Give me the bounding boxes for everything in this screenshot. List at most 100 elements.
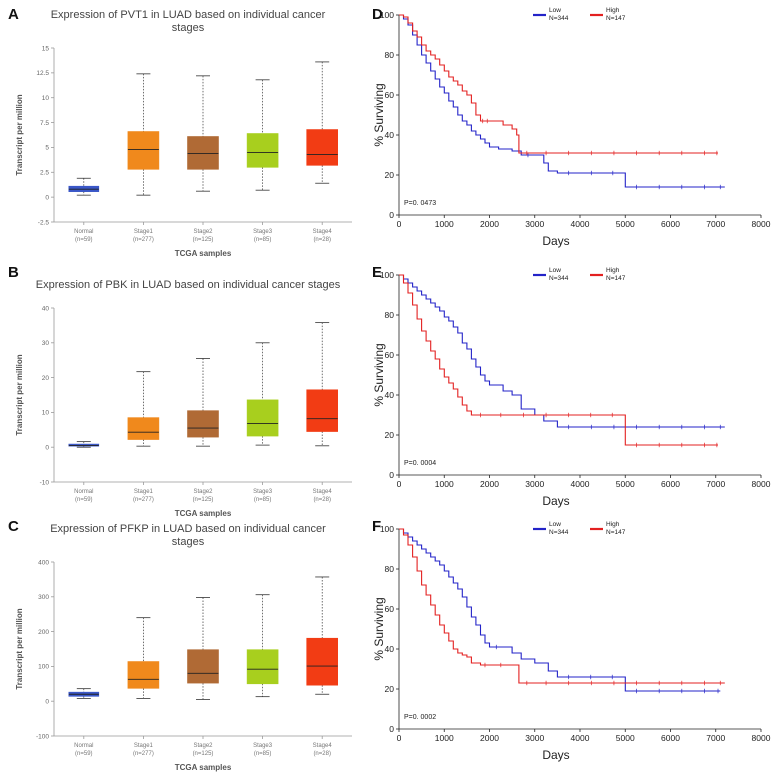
category-count: (n=125): [193, 751, 214, 757]
box-stage3: [246, 649, 279, 685]
y-tick-label: 100: [380, 270, 394, 280]
x-axis-title: Days: [542, 234, 569, 248]
x-axis-title: Days: [542, 494, 569, 508]
y-tick-label: -100: [36, 733, 49, 740]
y-tick-label: 0: [45, 699, 49, 706]
x-tick-label: 4000: [571, 219, 590, 229]
category-count: (n=59): [75, 497, 93, 503]
y-axis-title: % Surviving: [372, 83, 386, 146]
chart-title-line: Expression of PVT1 in LUAD based on indi…: [51, 9, 326, 21]
x-tick-label: 3000: [525, 733, 544, 743]
chart-title-line: Expression of PBK in LUAD based on indiv…: [36, 279, 341, 291]
category-count: (n=125): [193, 497, 214, 503]
y-tick-label: 60: [385, 90, 395, 100]
panel-label-e: E: [372, 264, 383, 281]
panel-label-a: A: [8, 6, 19, 23]
y-tick-label: 300: [38, 594, 49, 601]
x-tick-label: 7000: [706, 219, 725, 229]
legend-name-high: High: [606, 267, 620, 274]
x-tick-label: 4000: [571, 479, 590, 489]
legend-count-high: N=147: [606, 275, 626, 282]
y-axis-title: Transcript per million: [15, 94, 24, 175]
x-axis-title: TCGA samples: [175, 509, 232, 518]
category-count: (n=85): [254, 237, 272, 243]
box-stage4: [306, 389, 339, 432]
y-tick-label: 400: [38, 559, 49, 566]
chart-title-line: stages: [172, 536, 205, 548]
category-label: Stage4: [313, 229, 333, 235]
y-tick-label: 30: [42, 340, 50, 347]
x-axis-title: Days: [542, 748, 569, 762]
y-tick-label: 12.5: [36, 70, 49, 77]
x-tick-label: 4000: [571, 733, 590, 743]
y-tick-label: 5: [45, 145, 49, 152]
y-tick-label: 20: [385, 170, 395, 180]
x-tick-label: 7000: [706, 479, 725, 489]
legend-name-low: Low: [549, 7, 561, 14]
p-value-label: P=0. 0473: [404, 200, 436, 207]
category-label: Normal: [74, 229, 93, 235]
box-stage3: [246, 133, 279, 168]
category-label: Stage2: [193, 229, 213, 235]
x-tick-label: 0: [397, 479, 402, 489]
x-tick-label: 5000: [616, 733, 635, 743]
panel-label-f: F: [372, 518, 382, 535]
category-count: (n=59): [75, 237, 93, 243]
category-label: Stage2: [193, 743, 213, 749]
boxplot-panel-b: Expression of PBK in LUAD based on indiv…: [15, 279, 352, 518]
y-axis-title: Transcript per million: [15, 354, 24, 435]
p-value-label: P=0. 0002: [404, 714, 436, 721]
box-stage1: [127, 131, 160, 170]
panel-label-b: B: [8, 264, 19, 281]
panel-label-c: C: [8, 518, 19, 535]
category-count: (n=28): [313, 237, 331, 243]
y-tick-label: 20: [42, 375, 50, 382]
box-stage2: [187, 410, 219, 438]
x-tick-label: 3000: [525, 479, 544, 489]
x-tick-label: 1000: [435, 733, 454, 743]
x-tick-label: 0: [397, 219, 402, 229]
x-tick-label: 6000: [661, 219, 680, 229]
x-tick-label: 1000: [435, 219, 454, 229]
category-label: Normal: [74, 489, 93, 495]
y-tick-label: 20: [385, 430, 395, 440]
category-label: Stage3: [253, 229, 273, 235]
x-tick-label: 0: [397, 733, 402, 743]
y-tick-label: 0: [45, 445, 49, 452]
category-count: (n=85): [254, 497, 272, 503]
legend-count-low: N=344: [549, 529, 569, 536]
category-label: Stage4: [313, 489, 333, 495]
y-axis-title: % Surviving: [372, 597, 386, 660]
chart-title-line: Expression of PFKP in LUAD based on indi…: [50, 523, 326, 535]
x-tick-label: 5000: [616, 479, 635, 489]
chart-title-line: stages: [172, 22, 205, 34]
category-label: Stage3: [253, 743, 273, 749]
survival-curve-low: [399, 528, 721, 692]
y-tick-label: -10: [40, 479, 50, 486]
y-tick-label: 60: [385, 604, 395, 614]
category-count: (n=28): [313, 497, 331, 503]
boxplot-panel-a: Expression of PVT1 in LUAD based on indi…: [15, 9, 352, 258]
y-tick-label: 7.5: [40, 120, 49, 127]
legend-count-high: N=147: [606, 15, 626, 22]
box-stage1: [127, 417, 160, 440]
y-tick-label: 0: [389, 470, 394, 480]
y-axis-title: % Surviving: [372, 343, 386, 406]
y-tick-label: 0: [389, 724, 394, 734]
category-count: (n=28): [313, 751, 331, 757]
legend-count-low: N=344: [549, 15, 569, 22]
category-label: Stage4: [313, 743, 333, 749]
y-tick-label: 80: [385, 310, 395, 320]
x-tick-label: 2000: [480, 479, 499, 489]
box-stage1: [127, 661, 160, 689]
category-label: Stage1: [134, 229, 154, 235]
legend-count-low: N=344: [549, 275, 569, 282]
category-label: Stage2: [193, 489, 213, 495]
box-stage2: [187, 649, 219, 684]
legend-name-high: High: [606, 521, 620, 528]
y-tick-label: 100: [38, 664, 49, 671]
legend-name-low: Low: [549, 267, 561, 274]
